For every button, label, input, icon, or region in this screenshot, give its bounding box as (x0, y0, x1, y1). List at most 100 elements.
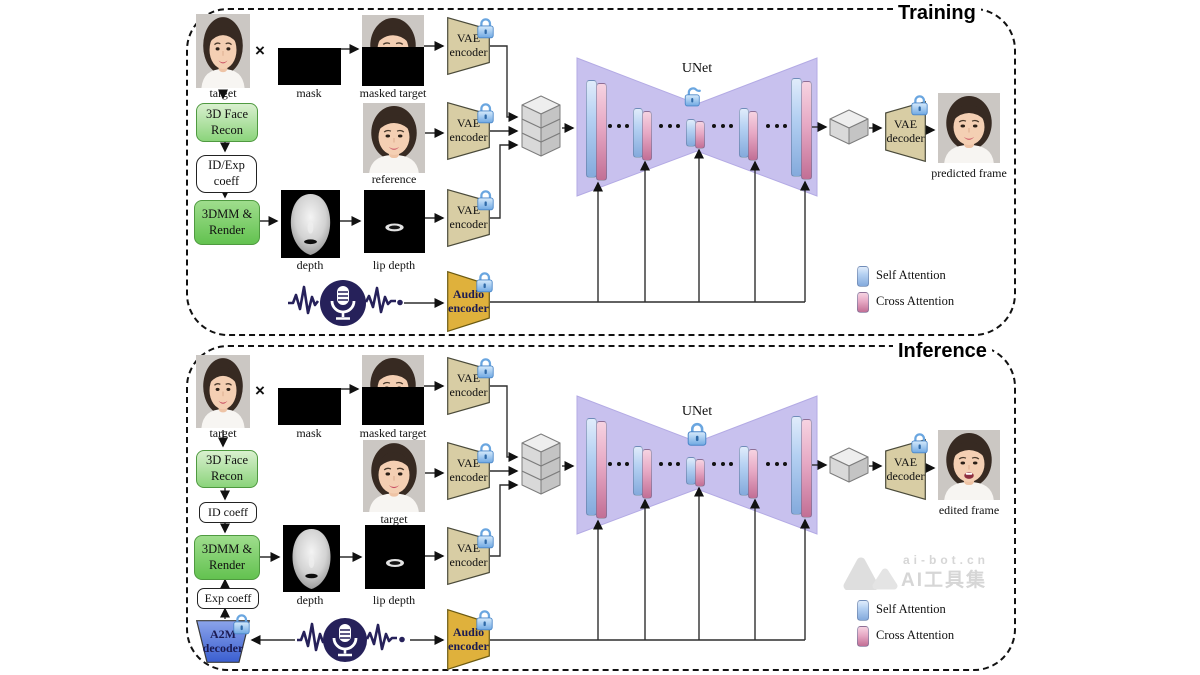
mask-overlay (362, 46, 424, 86)
cross-attention-bar (642, 449, 652, 499)
legend-self-attention-label: Self Attention (876, 602, 946, 616)
inference-concat-cubes (521, 433, 561, 495)
lock-closed-icon (685, 419, 709, 448)
lock-closed-icon (475, 355, 496, 380)
inference-wires (217, 380, 936, 646)
legend-cross-attention-swatch (857, 626, 869, 647)
cross-attention-bar (695, 121, 705, 149)
training-wires (217, 40, 936, 309)
legend-self-attention-swatch (857, 600, 869, 621)
inference-mask-tile (278, 388, 341, 425)
self-attention-bar (586, 80, 597, 178)
watermark-text-1: ai-bot.cn (903, 553, 989, 567)
ellipsis-dots (712, 462, 733, 466)
cross-attention-bar (642, 111, 652, 161)
multiply-sign: × (255, 381, 265, 400)
legend-cross-attention-swatch (857, 292, 869, 313)
training-predicted-frame (938, 93, 1000, 163)
inference-id-coeff-box: ID coeff (199, 502, 257, 523)
inference-audio-waveform (297, 618, 405, 662)
inference-lip-depth-label: lip depth (372, 593, 416, 607)
inference-unet-label: UNet (681, 404, 713, 419)
training-masked-target-label: masked target (359, 86, 427, 100)
training-unet-label: UNet (681, 61, 713, 76)
legend-self-attention-label: Self Attention (876, 268, 946, 282)
training-render-box: 3DMM & Render (194, 200, 260, 245)
mask-overlay (362, 386, 424, 425)
inference-target-photo (196, 355, 250, 428)
ellipsis-dots (766, 462, 787, 466)
legend-self-attention-swatch (857, 266, 869, 287)
training-panel (186, 8, 1016, 336)
cross-attention-bar (748, 111, 758, 161)
legend-cross-attention-label: Cross Attention (876, 294, 955, 308)
lock-closed-icon (475, 187, 496, 212)
cross-attention-bar (596, 83, 607, 181)
multiply-sign: × (255, 41, 265, 60)
training-output-label: predicted frame (931, 166, 1007, 180)
inference-title: Inference (893, 340, 992, 362)
ellipsis-dots (608, 462, 629, 466)
training-concat-cubes (521, 95, 561, 157)
ellipsis-dots (712, 124, 733, 128)
training-title: Training (893, 2, 981, 24)
watermark-logo (843, 557, 898, 590)
self-attention-bar (791, 78, 802, 177)
inference-target-label: target (209, 426, 237, 440)
training-vae-decoder: VAE decoder (885, 100, 926, 163)
inference-mid-target-label: target (380, 512, 408, 526)
training-depth-label: depth (296, 258, 324, 272)
cross-attention-bar (596, 421, 607, 519)
lock-closed-icon (475, 15, 496, 40)
cross-attention-bar (801, 81, 812, 180)
training-mask-tile (278, 48, 341, 85)
training-vae-encoder-1: VAE encoder (447, 16, 490, 76)
inference-mask-label: mask (296, 426, 322, 440)
inference-face-recon-box: 3D Face Recon (196, 450, 258, 488)
self-attention-bar (586, 418, 597, 516)
inference-depth-label: depth (296, 593, 324, 607)
training-masked-target-photo (362, 15, 424, 86)
cross-attention-bar (801, 419, 812, 518)
inference-mid-target-photo (363, 440, 425, 512)
lock-closed-icon (231, 611, 252, 636)
legend-cross-attention-label: Cross Attention (876, 628, 955, 642)
ellipsis-dots (608, 124, 629, 128)
training-depth-image (281, 190, 340, 258)
lock-closed-icon (475, 440, 496, 465)
inference-render-box: 3DMM & Render (194, 535, 260, 580)
training-audio-waveform (288, 280, 403, 326)
inference-edited-frame (938, 430, 1000, 500)
training-mask-label: mask (296, 86, 322, 100)
inference-depth-image (283, 525, 340, 592)
self-attention-bar (791, 416, 802, 515)
training-coeff-box: ID/Exp coeff (196, 155, 257, 193)
ellipsis-dots (659, 124, 680, 128)
lock-closed-icon (909, 92, 930, 117)
cross-attention-bar (748, 449, 758, 499)
training-latent-cube (829, 109, 869, 145)
training-reference-photo (363, 103, 425, 173)
cross-attention-bar (695, 459, 705, 487)
lock-closed-icon (474, 607, 495, 632)
inference-output-label: edited frame (938, 503, 1000, 517)
lock-closed-icon (909, 430, 930, 455)
inference-exp-coeff-box: Exp coeff (197, 588, 259, 609)
inference-lip-depth-image (365, 525, 425, 589)
training-lip-depth-label: lip depth (372, 258, 416, 272)
watermark-text-2: AI工具集 (901, 570, 988, 591)
inference-masked-target-photo (362, 355, 424, 425)
inference-masked-target-label: masked target (359, 426, 427, 440)
training-lip-depth-image (364, 190, 425, 253)
training-target-label: target (209, 86, 237, 100)
ellipsis-dots (766, 124, 787, 128)
lock-closed-icon (475, 525, 496, 550)
lock-open-icon (683, 82, 707, 111)
inference-audio-encoder: Audio encoder (447, 608, 490, 671)
training-target-photo (196, 14, 250, 88)
lock-closed-icon (475, 100, 496, 125)
inference-latent-cube (829, 447, 869, 483)
ellipsis-dots (659, 462, 680, 466)
training-face-recon-box: 3D Face Recon (196, 103, 258, 142)
